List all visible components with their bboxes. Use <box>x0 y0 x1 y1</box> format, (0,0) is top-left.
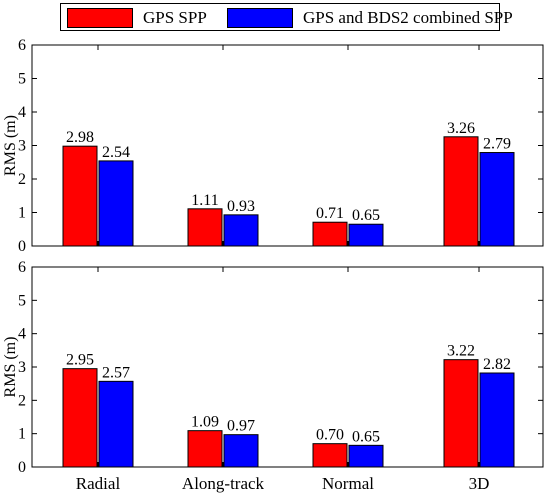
bar-gps-spp-3d <box>443 136 479 247</box>
y-tick-label: 4 <box>18 326 26 343</box>
bar-gps-spp-normal <box>312 443 348 468</box>
y-tick-label: 6 <box>18 259 26 276</box>
y-tick-label: 6 <box>18 37 26 54</box>
y-tick-label: 2 <box>18 392 26 409</box>
data-label: 0.65 <box>352 428 380 445</box>
bar-combined-spp-radial <box>98 160 134 247</box>
data-label: 3.26 <box>447 120 475 137</box>
legend-swatch-gps-spp <box>67 8 133 28</box>
data-label: 2.95 <box>66 352 94 369</box>
x-category-label: Normal <box>322 474 374 493</box>
data-label: 2.54 <box>102 144 130 161</box>
bar-gps-spp-3d <box>443 359 479 468</box>
y-tick-label: 0 <box>18 238 26 255</box>
data-label: 0.70 <box>316 427 344 444</box>
legend: GPS SPP GPS and BDS2 combined SPP <box>60 3 513 31</box>
legend-label-combined-spp: GPS and BDS2 combined SPP <box>303 8 513 27</box>
legend-item-gps-spp: GPS SPP <box>67 8 207 28</box>
data-label: 0.93 <box>227 198 255 215</box>
y-tick-label: 1 <box>18 205 26 222</box>
y-tick-label: 1 <box>18 426 26 443</box>
y-tick-label: 5 <box>18 292 26 309</box>
data-label: 1.09 <box>191 414 219 431</box>
bar-combined-spp-along-track <box>223 434 259 468</box>
bar-combined-spp-radial <box>98 380 134 468</box>
bar-combined-spp-3d <box>479 372 515 468</box>
bar-gps-spp-along-track <box>187 208 223 247</box>
legend-item-combined-spp: GPS and BDS2 combined SPP <box>227 8 513 28</box>
data-label: 2.82 <box>483 356 511 373</box>
legend-label-gps-spp: GPS SPP <box>143 8 207 27</box>
chart-panel-1: 0 1 2 3 4 5 6 RMS (m) 2.98 2.54 1.11 0.93 0.71 0.65 3.… <box>2 37 544 255</box>
data-label: 2.98 <box>66 129 94 146</box>
y-axis-label: RMS (m) <box>2 337 19 398</box>
x-category-label: Along-track <box>182 474 265 493</box>
bar-combined-spp-normal <box>348 223 384 247</box>
y-tick-label: 0 <box>18 459 26 476</box>
x-category-label: Radial <box>76 474 121 493</box>
data-label: 0.65 <box>352 207 380 224</box>
y-tick-label: 2 <box>18 171 26 188</box>
bar-gps-spp-along-track <box>187 430 223 468</box>
bar-combined-spp-normal <box>348 444 384 468</box>
chart-panel-2: 0 1 2 3 4 5 6 RMS (m) 2.95 2.57 Radial 1.09 0.97 Alon… <box>2 259 544 493</box>
data-label: 1.11 <box>191 192 218 209</box>
bar-gps-spp-radial <box>62 368 98 468</box>
data-label: 0.97 <box>227 418 255 435</box>
data-label: 2.79 <box>483 136 511 153</box>
y-axis-label: RMS (m) <box>2 115 19 176</box>
data-label: 3.22 <box>447 343 475 360</box>
y-tick-label: 5 <box>18 71 26 88</box>
y-tick-label: 4 <box>18 104 26 121</box>
y-tick-label: 3 <box>18 138 26 155</box>
legend-swatch-combined-spp <box>227 8 293 28</box>
y-tick-label: 3 <box>18 359 26 376</box>
bar-gps-spp-normal <box>312 221 348 247</box>
bar-combined-spp-3d <box>479 152 515 247</box>
data-label: 0.71 <box>316 205 344 222</box>
x-category-label: 3D <box>469 474 490 493</box>
data-label: 2.57 <box>102 364 130 381</box>
bar-combined-spp-along-track <box>223 214 259 247</box>
bar-gps-spp-radial <box>62 145 98 247</box>
